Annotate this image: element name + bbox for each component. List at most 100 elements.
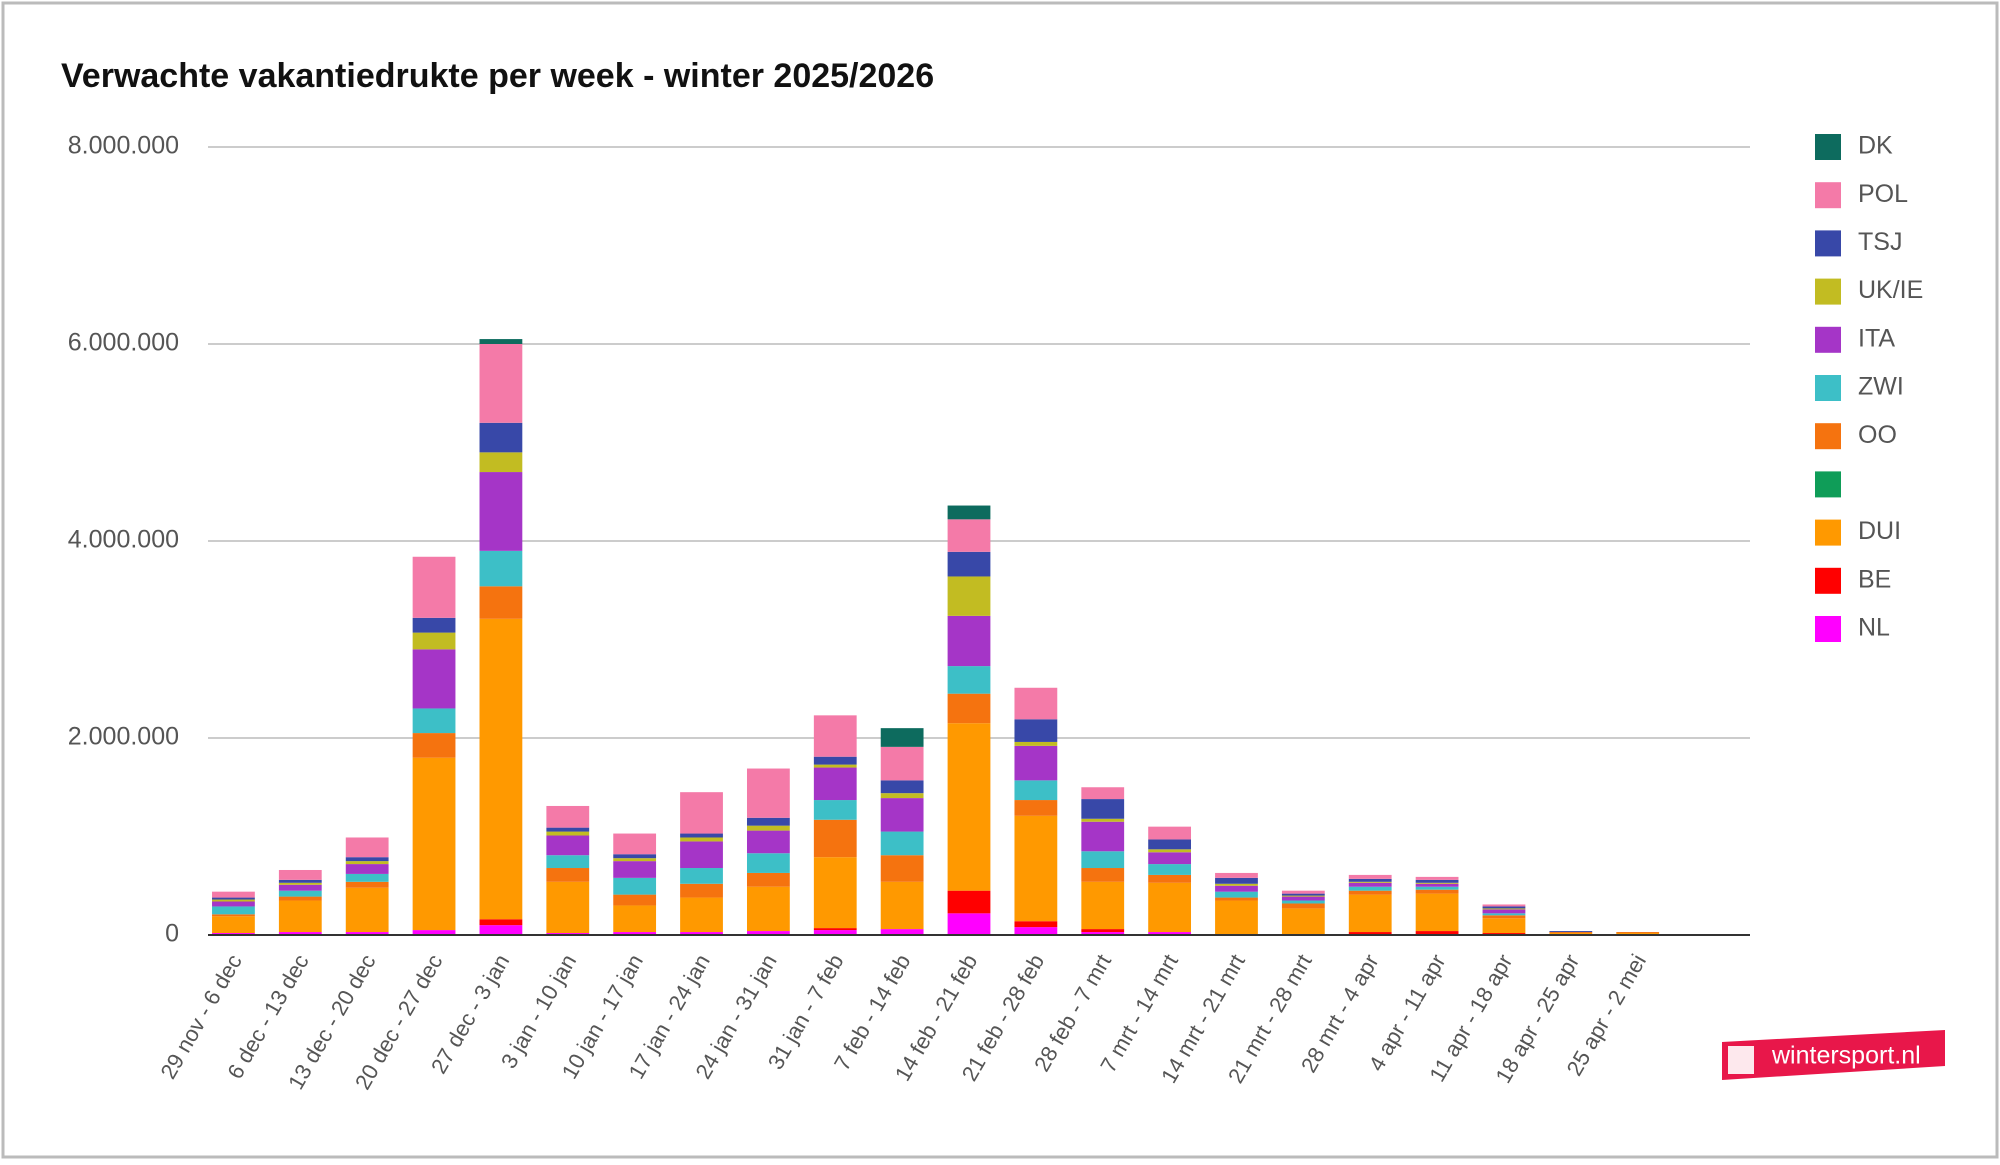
bar-segment: [881, 780, 924, 793]
bar-segment: [1349, 891, 1392, 895]
bar-segment: [948, 519, 991, 552]
bar-segment: [413, 733, 456, 758]
bar-segment: [279, 885, 322, 891]
bar-segment: [1215, 886, 1258, 892]
bar-segment: [948, 506, 991, 520]
bar-segment: [480, 452, 523, 472]
bar-segment: [1014, 719, 1057, 742]
bar-segment: [747, 887, 790, 931]
bar-segment: [1416, 931, 1459, 934]
legend-swatch: [1815, 616, 1841, 642]
legend-label: DK: [1858, 132, 1893, 160]
legend-label: UK/IE: [1858, 276, 1923, 304]
legend-label: NL: [1858, 614, 1890, 642]
bar-segment: [1081, 822, 1124, 852]
bar-segment: [680, 792, 723, 833]
chart-title: Verwachte vakantiedrukte per week - wint…: [61, 57, 934, 95]
bar-segment: [1014, 816, 1057, 921]
y-tick-label: 0: [165, 920, 179, 948]
legend-swatch: [1815, 134, 1841, 160]
bar-segment: [1349, 875, 1392, 879]
logo-text: wintersport.nl: [1771, 1042, 1921, 1070]
bar-segment: [346, 882, 389, 888]
bar-segment: [881, 882, 924, 929]
y-tick-label: 8.000.000: [68, 132, 179, 160]
bar-segment: [1349, 932, 1392, 934]
legend-swatch: [1815, 279, 1841, 305]
bar-segment: [1416, 880, 1459, 883]
bar-segment: [1215, 901, 1258, 934]
bar-segment: [1416, 887, 1459, 890]
bar-segment: [212, 898, 255, 900]
bar-segment: [480, 344, 523, 423]
bar-segment: [1416, 883, 1459, 884]
bar-segment: [1349, 895, 1392, 932]
bar-segment: [279, 870, 322, 880]
bar-segment: [613, 854, 656, 858]
bar-segment: [1282, 894, 1325, 896]
legend-label: BE: [1858, 565, 1891, 593]
bar-segment: [546, 828, 589, 832]
bar-segment: [1483, 908, 1526, 909]
bar-segment: [480, 586, 523, 619]
bar-segment: [1081, 819, 1124, 822]
y-tick-label: 6.000.000: [68, 329, 179, 357]
bar-segment: [613, 834, 656, 855]
bar-segment: [1148, 849, 1191, 852]
bar-segment: [1282, 908, 1325, 934]
bar-segment: [881, 798, 924, 831]
bar-segment: [1349, 883, 1392, 887]
bar-segment: [747, 769, 790, 818]
legend-swatch: [1815, 423, 1841, 449]
bar-segment: [1483, 909, 1526, 913]
bar-segment: [814, 800, 857, 820]
frame: [3, 3, 1997, 1157]
bar-segment: [1148, 875, 1191, 883]
bar-segment: [1081, 787, 1124, 799]
bar-segment: [546, 836, 589, 856]
bar-segment: [413, 618, 456, 633]
bar-segment: [1416, 894, 1459, 931]
bar-segment: [346, 888, 389, 932]
bar-segment: [1349, 879, 1392, 882]
bar-segment: [346, 874, 389, 882]
bar-segment: [613, 861, 656, 878]
bar-segment: [1014, 800, 1057, 816]
legend-label: OO: [1858, 421, 1897, 449]
bar-segment: [1282, 901, 1325, 904]
legend-swatch: [1815, 230, 1841, 256]
bar-segment: [413, 633, 456, 650]
bar-segment: [1549, 932, 1592, 933]
bar-segment: [1148, 827, 1191, 840]
bar-segment: [413, 649, 456, 708]
legend-swatch: [1815, 520, 1841, 546]
bar-segment: [1148, 839, 1191, 849]
bar-segment: [346, 861, 389, 864]
bar-segment: [212, 902, 255, 907]
bar-segment: [480, 919, 523, 925]
bar-segment: [948, 576, 991, 615]
bar-segment: [480, 551, 523, 586]
bar-segment: [1483, 918, 1526, 933]
bar-segment: [212, 900, 255, 902]
bar-segment: [948, 552, 991, 577]
bar-segment: [1416, 884, 1459, 887]
y-tick-label: 2.000.000: [68, 723, 179, 751]
bar-segment: [413, 708, 456, 733]
bar-segment: [814, 857, 857, 928]
bar-segment: [680, 837, 723, 841]
bar-segment: [747, 873, 790, 887]
bar-segment: [747, 853, 790, 873]
legend-label: TSJ: [1858, 228, 1902, 256]
bar-segment: [1014, 746, 1057, 780]
bar-segment: [1416, 877, 1459, 880]
bar-segment: [948, 891, 991, 914]
bar-segment: [1148, 883, 1191, 932]
bar-segment: [1014, 742, 1057, 746]
bar-segment: [747, 831, 790, 854]
bar-segment: [1282, 896, 1325, 897]
logo-icon: [1728, 1046, 1754, 1074]
bar-segment: [1215, 898, 1258, 901]
bar-segment: [546, 806, 589, 828]
